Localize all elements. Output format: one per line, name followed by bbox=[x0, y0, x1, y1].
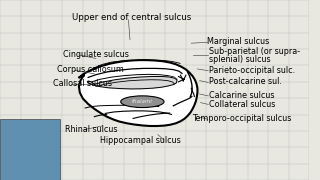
Text: Calcarine sulcus: Calcarine sulcus bbox=[209, 91, 274, 100]
Text: Post-calcarine sul.: Post-calcarine sul. bbox=[209, 77, 282, 86]
Text: Marginal sulcus: Marginal sulcus bbox=[207, 37, 269, 46]
Text: Upper end of central sulcus: Upper end of central sulcus bbox=[72, 13, 191, 22]
FancyBboxPatch shape bbox=[0, 119, 60, 180]
Text: Cingulate sulcus: Cingulate sulcus bbox=[63, 50, 129, 59]
Polygon shape bbox=[87, 76, 177, 89]
Text: thalami: thalami bbox=[132, 99, 153, 104]
Text: Callosal sulcus: Callosal sulcus bbox=[52, 79, 112, 88]
Text: Corpus callosum: Corpus callosum bbox=[57, 65, 124, 74]
Text: splenial) sulcus: splenial) sulcus bbox=[209, 55, 270, 64]
Text: Hippocampal sulcus: Hippocampal sulcus bbox=[100, 136, 181, 145]
Text: Collateral sulcus: Collateral sulcus bbox=[209, 100, 275, 109]
Text: Sub-parietal (or supra-: Sub-parietal (or supra- bbox=[209, 47, 300, 56]
Text: Rhinal sulcus: Rhinal sulcus bbox=[65, 125, 117, 134]
Ellipse shape bbox=[121, 96, 164, 107]
Text: Parieto-occipital sulc.: Parieto-occipital sulc. bbox=[209, 66, 295, 75]
Polygon shape bbox=[79, 60, 197, 126]
Text: Temporo-occipital sulcus: Temporo-occipital sulcus bbox=[192, 114, 291, 123]
